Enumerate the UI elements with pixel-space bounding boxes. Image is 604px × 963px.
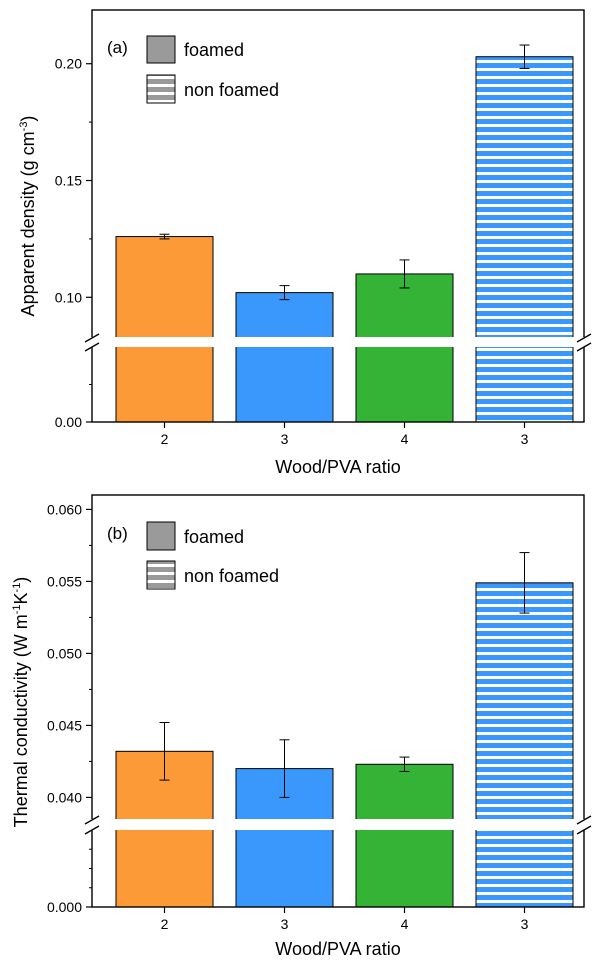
density-break-mark-left — [84, 333, 100, 343]
density-y-tick-label: 0.10 — [55, 289, 82, 305]
density-bar — [355, 273, 454, 423]
density-y-title-main: Apparent density (g cm — [18, 131, 38, 316]
conductivity-legend: foamed non foamed — [146, 521, 279, 590]
conductivity-y-tick-label: 0.060 — [47, 501, 82, 517]
legend-non-foamed-swatch — [146, 560, 176, 590]
conductivity-y-title-mid: K — [11, 592, 31, 604]
density-x-tick-label: 3 — [521, 431, 529, 447]
density-y-tick-label: 0.00 — [55, 414, 82, 430]
conductivity-x-tick-label: 3 — [281, 916, 289, 932]
conductivity-x-axis-title: Wood/PVA ratio — [275, 939, 400, 959]
legend-non-foamed-label: non foamed — [184, 566, 279, 586]
density-ticks: 2 3 4 3 0.10 0.15 0.20 0.00 — [55, 56, 529, 447]
density-legend: foamed non foamed — [146, 35, 279, 104]
density-break-gap — [80, 337, 596, 347]
conductivity-break-mark-left — [84, 815, 100, 825]
density-y-axis-title: Apparent density (g cm-3) — [18, 116, 38, 317]
conductivity-y-axis-title: Thermal conductivity (W m-1K-1) — [11, 577, 31, 828]
density-chart: 2 3 4 3 0.10 0.15 0.20 0.00 (a) foamed non foam… — [18, 9, 596, 477]
density-bars — [115, 44, 574, 423]
conductivity-x-tick-label: 2 — [161, 916, 169, 932]
conductivity-y-tick-label: 0.045 — [47, 717, 82, 733]
density-bar — [115, 236, 214, 423]
density-bar — [475, 56, 574, 423]
conductivity-break-mark-left — [84, 825, 100, 835]
conductivity-y-tick-label: 0.050 — [47, 645, 82, 661]
legend-foamed-swatch — [146, 521, 176, 551]
density-break-mark-right — [576, 333, 592, 343]
legend-foamed-label: foamed — [184, 40, 244, 60]
conductivity-y-title-close: ) — [11, 577, 31, 583]
conductivity-break-mark-right — [576, 815, 592, 825]
conductivity-y-tick-label: 0.040 — [47, 789, 82, 805]
conductivity-y-title-main: Thermal conductivity (W m — [11, 614, 31, 827]
conductivity-ticks: 2 3 4 3 0.040 0.045 0.050 0.055 0.060 0.000 — [47, 501, 529, 932]
legend-foamed-swatch — [146, 35, 176, 64]
density-x-axis-title: Wood/PVA ratio — [275, 457, 400, 477]
density-x-tick-label: 4 — [401, 431, 409, 447]
conductivity-axis-break — [80, 815, 596, 835]
density-x-tick-label: 2 — [161, 431, 169, 447]
conductivity-y-title-sup2: -1 — [11, 583, 23, 593]
legend-non-foamed-swatch — [146, 74, 176, 104]
density-x-tick-label: 3 — [281, 431, 289, 447]
density-y-title-close: ) — [18, 116, 38, 122]
legend-foamed-label: foamed — [184, 527, 244, 547]
conductivity-y-tick-label: 0.000 — [47, 899, 82, 915]
density-break-mark-right — [576, 342, 592, 352]
conductivity-x-tick-label: 4 — [401, 916, 409, 932]
density-bar — [235, 292, 334, 423]
density-y-tick-label: 0.15 — [55, 173, 82, 189]
conductivity-plot-frame — [91, 494, 585, 908]
conductivity-bar — [355, 763, 454, 908]
conductivity-y-tick-label: 0.055 — [47, 573, 82, 589]
legend-non-foamed-label: non foamed — [184, 80, 279, 100]
density-axis-break — [80, 333, 596, 352]
density-y-title-sup: -3 — [18, 122, 30, 132]
conductivity-y-title-sup1: -1 — [11, 604, 23, 614]
conductivity-chart: 2 3 4 3 0.040 0.045 0.050 0.055 0.060 0.000 (b) f… — [11, 494, 596, 959]
conductivity-break-gap — [80, 819, 596, 830]
conductivity-bars — [115, 552, 574, 908]
density-break-mark-left — [84, 342, 100, 352]
density-plot-frame — [91, 9, 585, 423]
conductivity-break-mark-right — [576, 825, 592, 835]
density-panel-label: (a) — [107, 38, 128, 57]
density-y-tick-label: 0.20 — [55, 56, 82, 72]
conductivity-x-tick-label: 3 — [521, 916, 529, 932]
conductivity-bar — [475, 582, 574, 908]
conductivity-panel-label: (b) — [107, 524, 128, 543]
